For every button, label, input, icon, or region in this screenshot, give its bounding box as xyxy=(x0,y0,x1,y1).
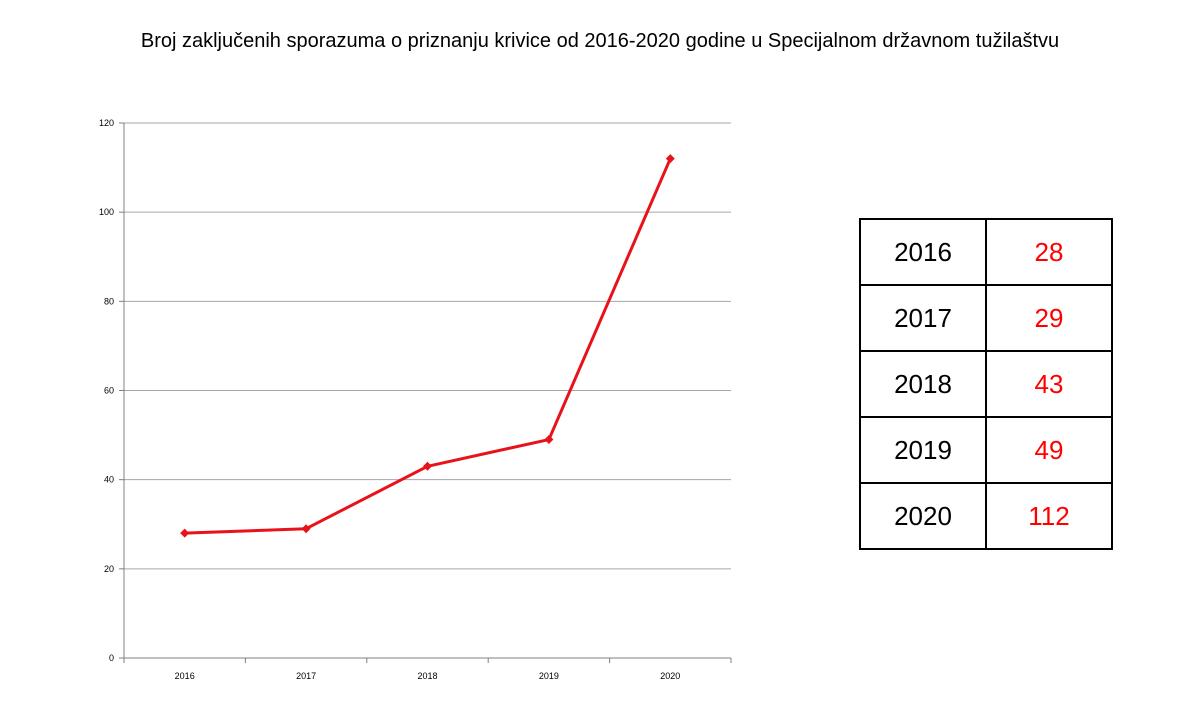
y-tick-label: 40 xyxy=(104,475,114,485)
data-point-marker xyxy=(423,461,432,471)
y-tick-label: 120 xyxy=(99,118,114,128)
y-tick-label: 20 xyxy=(104,564,114,574)
y-tick-label: 80 xyxy=(104,296,114,306)
data-point-marker xyxy=(544,435,554,445)
table-value-cell: 28 xyxy=(985,218,1113,286)
table-row: 2018 43 xyxy=(859,350,1113,418)
y-tick-label: 60 xyxy=(104,386,114,396)
table-year-cell: 2018 xyxy=(859,350,987,418)
line-chart: 0 20 40 60 80 100 120 2016 2017 2018 2019 2020 xyxy=(99,118,732,681)
table-row: 2019 49 xyxy=(859,416,1113,484)
x-tick-label: 2016 xyxy=(175,671,195,681)
table-year-cell: 2020 xyxy=(859,482,987,550)
table-value-cell: 43 xyxy=(985,350,1113,418)
x-tick-label: 2020 xyxy=(660,671,680,681)
table-row: 2016 28 xyxy=(859,218,1113,286)
series-line xyxy=(184,158,672,535)
data-point-marker xyxy=(301,524,311,534)
table-value-cell: 29 xyxy=(985,284,1113,352)
table-year-cell: 2016 xyxy=(859,218,987,286)
table-year-cell: 2019 xyxy=(859,416,987,484)
x-tick-label: 2019 xyxy=(539,671,559,681)
table-value-cell: 112 xyxy=(985,482,1113,550)
data-point-marker xyxy=(665,154,675,164)
table-value-cell: 49 xyxy=(985,416,1113,484)
x-tick-label: 2018 xyxy=(417,671,437,681)
summary-table: 2016 28 2017 29 2018 43 2019 49 2020 112 xyxy=(859,218,1113,550)
x-tick-label: 2017 xyxy=(296,671,316,681)
y-tick-label: 0 xyxy=(109,653,114,663)
table-row: 2020 112 xyxy=(859,482,1113,550)
table-row: 2017 29 xyxy=(859,284,1113,352)
data-point-marker xyxy=(180,528,190,538)
y-tick-label: 100 xyxy=(99,207,114,217)
table-year-cell: 2017 xyxy=(859,284,987,352)
chart-title: Broj zaključenih sporazuma o priznanju k… xyxy=(140,30,1060,52)
